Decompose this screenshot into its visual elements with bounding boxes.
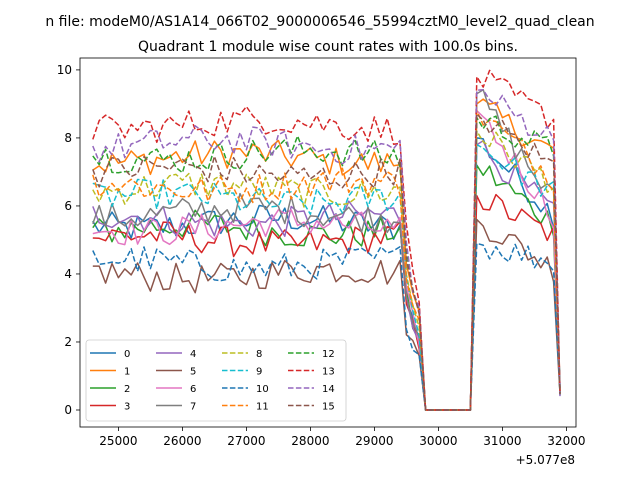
- legend-label-8: 8: [256, 349, 262, 360]
- series-line-15: [92, 113, 561, 411]
- legend-box: [85, 339, 347, 422]
- legend-label-0: 0: [124, 349, 130, 360]
- legend-label-2: 2: [124, 384, 130, 395]
- series-line-13: [92, 69, 561, 411]
- series-line-0: [92, 137, 561, 411]
- y-tick-label: 10: [57, 63, 72, 77]
- series-line-3: [92, 193, 561, 411]
- series-line-10: [92, 242, 561, 411]
- x-offset-label: +5.077e8: [516, 453, 575, 467]
- series-line-5: [92, 218, 561, 411]
- x-tick-label: 30000: [419, 434, 457, 448]
- legend-label-6: 6: [190, 384, 196, 395]
- y-tick-label: 2: [64, 335, 72, 349]
- x-tick-label: 29000: [355, 434, 393, 448]
- y-tick-label: 6: [64, 199, 72, 213]
- x-tick-label: 27000: [227, 434, 265, 448]
- x-tick-label: 28000: [291, 434, 329, 448]
- figure-suptitle: n file: modeM0/AS1A14_066T02_9000006546_…: [45, 14, 594, 30]
- axes-layer: 25000 26000 27000 28000 29000 30000 31000 32000…: [57, 57, 585, 448]
- legend-label-13: 13: [322, 367, 335, 378]
- chart-title: Quadrant 1 module wise count rates with …: [138, 39, 518, 55]
- series-line-2: [92, 164, 561, 411]
- legend-label-3: 3: [124, 402, 130, 413]
- x-tick-label: 26000: [163, 434, 201, 448]
- series-line-6: [92, 109, 561, 411]
- legend-label-11: 11: [256, 402, 269, 413]
- series-line-9: [92, 143, 561, 411]
- legend-label-12: 12: [322, 349, 335, 360]
- legend-label-15: 15: [322, 402, 335, 413]
- x-tick-label: 31000: [483, 434, 521, 448]
- legend-label-9: 9: [256, 367, 262, 378]
- series-line-8: [92, 130, 561, 411]
- legend-label-10: 10: [256, 384, 269, 395]
- series-line-12: [92, 115, 561, 411]
- series-line-11: [92, 109, 561, 411]
- y-tick-label: 4: [64, 267, 72, 281]
- axes-frame: [79, 57, 577, 428]
- legend-label-4: 4: [190, 349, 196, 360]
- legend-label-14: 14: [322, 384, 335, 395]
- y-tick-label: 0: [64, 403, 72, 417]
- legend-label-7: 7: [190, 402, 196, 413]
- x-tick-label: 25000: [99, 434, 137, 448]
- legend-label-5: 5: [190, 367, 196, 378]
- series-line-14: [92, 88, 561, 411]
- plot-layer: [92, 69, 561, 411]
- x-tick-label: 32000: [547, 434, 585, 448]
- y-tick-label: 8: [64, 131, 72, 145]
- legend-label-1: 1: [124, 367, 130, 378]
